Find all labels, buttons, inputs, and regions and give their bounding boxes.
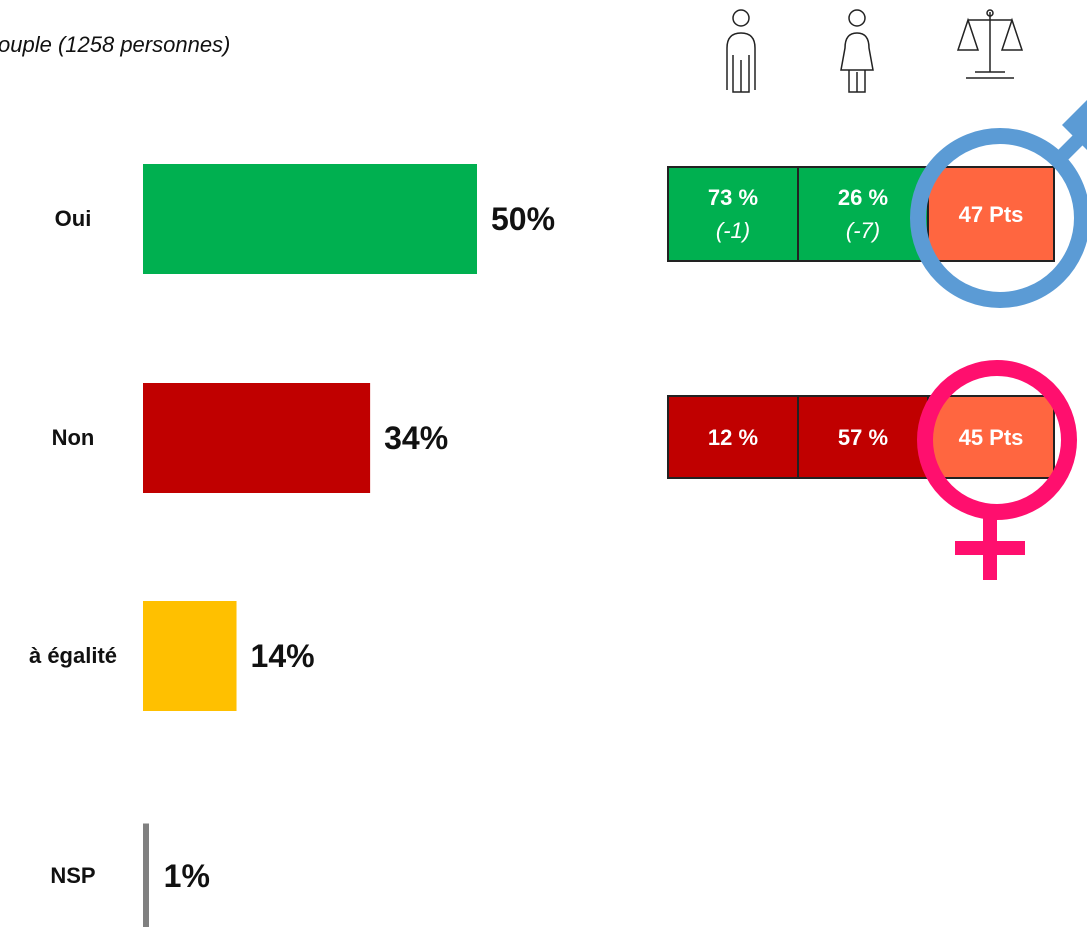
subtitle: ouple (1258 personnes) xyxy=(0,32,231,57)
breakdown-cell: 57 % xyxy=(797,395,929,479)
value-label: 1% xyxy=(163,857,210,894)
breakdown-cell: 73 % (-1) xyxy=(667,166,799,262)
cell-value: 12 % xyxy=(707,424,759,450)
cell-change: (-7) xyxy=(845,218,881,243)
value-label: 14% xyxy=(250,637,315,674)
breakdown-cell: 26 % (-7) xyxy=(797,166,929,262)
category-label: Non xyxy=(51,424,95,450)
category-label: NSP xyxy=(50,862,96,888)
bar xyxy=(143,823,149,927)
breakdown-gap: 47 Pts xyxy=(927,166,1055,262)
value-label: 34% xyxy=(384,419,449,456)
value-label: 50% xyxy=(491,200,556,237)
bar xyxy=(143,601,237,711)
category-label: à égalité xyxy=(28,642,118,668)
cell-change: (-1) xyxy=(715,218,751,243)
cell-value: 57 % xyxy=(837,424,889,450)
cell-value: 73 % xyxy=(707,185,759,210)
breakdown-gap: 45 Pts xyxy=(927,395,1055,479)
category-label: Oui xyxy=(54,205,92,231)
bar xyxy=(143,383,371,493)
gap-value: 45 Pts xyxy=(958,424,1024,450)
bar xyxy=(143,164,477,274)
icons xyxy=(726,9,1024,93)
gap-value: 47 Pts xyxy=(958,201,1024,227)
breakdown-cell: 12 % xyxy=(667,395,799,479)
cell-value: 26 % xyxy=(837,185,889,210)
